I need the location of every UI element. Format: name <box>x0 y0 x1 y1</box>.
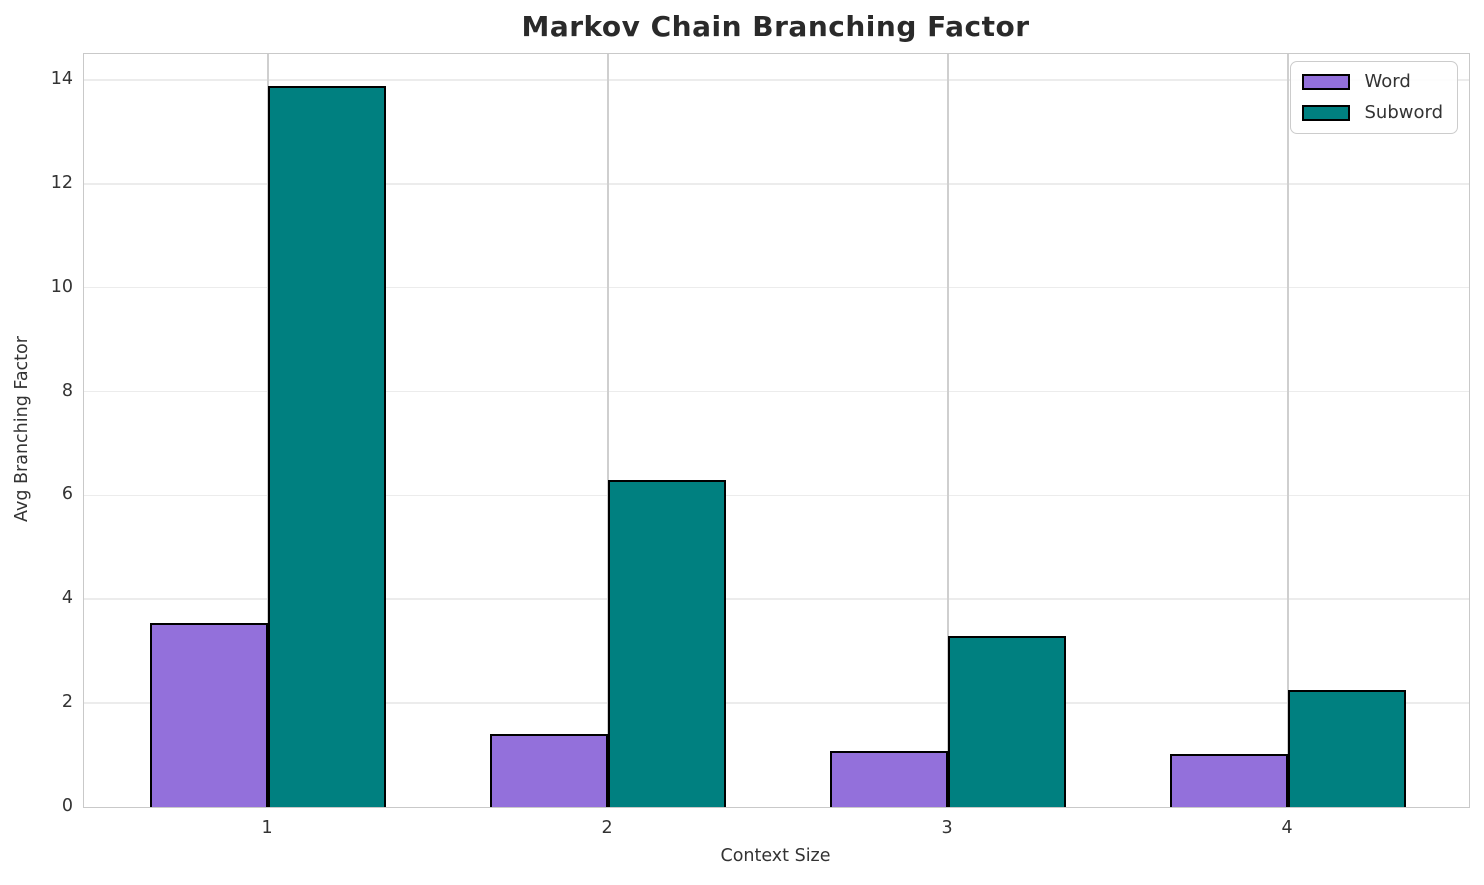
y-tick-label: 10 <box>50 276 73 297</box>
bar-word-2 <box>490 734 609 807</box>
x-tick-label: 4 <box>1281 818 1293 838</box>
y-tick-label: 14 <box>50 68 73 89</box>
legend: Word Subword <box>1290 61 1458 134</box>
y-tick-label: 0 <box>61 796 73 816</box>
chart-title: Markov Chain Branching Factor <box>521 10 1030 43</box>
bar-subword-3 <box>948 635 1067 807</box>
grid-line-y <box>84 702 1469 704</box>
bar-word-3 <box>830 751 949 807</box>
y-tick-label: 8 <box>61 380 73 401</box>
grid-line-y <box>84 79 1469 81</box>
legend-item-word: Word <box>1302 71 1443 93</box>
grid-line-x <box>947 54 949 807</box>
x-tick-label: 3 <box>941 818 953 838</box>
y-tick-label: 4 <box>61 588 73 609</box>
legend-swatch-subword <box>1302 105 1351 121</box>
y-tick-label: 6 <box>61 484 73 505</box>
legend-label-word: Word <box>1364 71 1411 92</box>
y-tick-label: 2 <box>61 692 73 713</box>
grid-line-y <box>84 183 1469 185</box>
plot-area <box>83 53 1470 808</box>
legend-label-subword: Subword <box>1364 102 1443 123</box>
y-tick-label: 12 <box>50 172 73 193</box>
legend-item-subword: Subword <box>1302 102 1443 124</box>
bar-subword-4 <box>1288 689 1407 807</box>
grid-line-x <box>607 54 609 807</box>
bar-word-4 <box>1170 754 1289 807</box>
grid-line-x <box>1287 54 1289 807</box>
grid-line-y <box>84 390 1469 393</box>
x-tick-label: 2 <box>601 818 613 838</box>
grid-line-y <box>84 494 1469 497</box>
grid-line-y <box>84 286 1469 289</box>
x-tick-label: 1 <box>261 818 273 838</box>
x-axis-label: Context Size <box>720 846 831 866</box>
bar-word-1 <box>150 622 269 807</box>
bar-subword-2 <box>608 480 727 807</box>
legend-swatch-word <box>1302 74 1351 90</box>
bar-subword-1 <box>268 86 387 807</box>
grid-line-y <box>84 598 1469 601</box>
